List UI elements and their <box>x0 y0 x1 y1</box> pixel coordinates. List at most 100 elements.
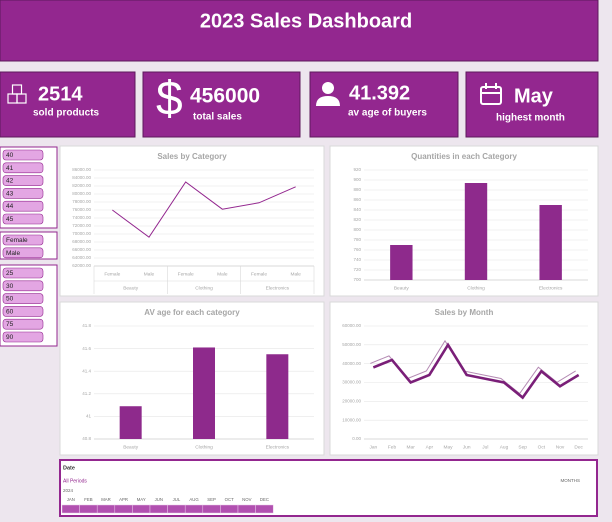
slicer-button[interactable] <box>2 188 44 199</box>
timeline-month: JUL <box>173 497 181 502</box>
title-bar <box>0 0 599 62</box>
chart-title: Quantities in each Category <box>411 152 517 161</box>
timeline-month: MAR <box>101 497 111 502</box>
slicer-button[interactable] <box>2 331 44 343</box>
slicer-button[interactable] <box>2 247 44 259</box>
slicer-label: 60 <box>6 308 14 315</box>
timeline-segment[interactable] <box>237 504 256 514</box>
timeline-year: 2024 <box>63 488 74 493</box>
slicer-button[interactable] <box>2 162 44 174</box>
timeline-segment[interactable] <box>202 504 221 514</box>
x-tick-label: May <box>443 444 453 450</box>
timeline-month: MAY <box>137 497 146 502</box>
slicer-label: 40 <box>6 152 14 159</box>
slicer-button[interactable] <box>2 234 44 246</box>
bar <box>119 406 142 439</box>
kpi-label: sold products <box>33 108 100 119</box>
timeline-segment[interactable] <box>167 504 186 514</box>
line <box>372 342 580 400</box>
y-tick-label: 900 <box>353 177 361 182</box>
y-tick-label: 820 <box>353 217 361 222</box>
slicer-label: 75 <box>6 321 14 328</box>
y-tick-label: 700 <box>353 277 361 282</box>
kpi-value: 456000 <box>190 85 260 108</box>
timeline-segment[interactable] <box>220 504 239 514</box>
y-tick-label: 50000.00 <box>342 342 361 347</box>
slicer-label: 42 <box>6 178 14 185</box>
timeline-segment[interactable] <box>96 504 116 514</box>
x-tick-label: Sep <box>518 444 527 450</box>
kpi-card <box>0 71 136 138</box>
x-tick-label: Oct <box>538 444 546 450</box>
slicer-label: 45 <box>6 216 14 223</box>
x-tick-label: Feb <box>388 444 397 450</box>
y-tick-label: 0.00 <box>352 436 361 441</box>
slicer-button[interactable] <box>2 267 44 279</box>
slicer-button[interactable] <box>2 213 44 225</box>
timeline-segment[interactable] <box>149 504 168 514</box>
slicer-label: 50 <box>6 296 14 303</box>
chart-title: Sales by Month <box>435 308 494 317</box>
timeline-segment[interactable] <box>132 504 151 514</box>
slicer-button[interactable] <box>2 200 44 212</box>
y-tick-label: 20000.00 <box>342 399 361 404</box>
y-tick-label: 760 <box>353 247 361 252</box>
y-tick-label: 880 <box>353 187 361 192</box>
y-tick-label: 62000.00 <box>72 263 91 268</box>
x-tick-label: Female <box>178 271 194 277</box>
timeline-segment[interactable] <box>255 504 274 514</box>
x-tick-label: Aug <box>500 444 509 450</box>
y-tick-label: 84000.00 <box>72 175 91 180</box>
timeline-month: JAN <box>67 497 75 502</box>
y-tick-label: 41.4 <box>82 368 91 373</box>
timeline-month: SEP <box>207 497 216 502</box>
y-tick-label: 860 <box>353 197 361 202</box>
y-tick-label: 840 <box>353 207 361 212</box>
timeline-month: DEC <box>260 497 269 502</box>
slicer-button[interactable] <box>2 293 44 304</box>
x-tick-label: Female <box>104 271 120 277</box>
slicer-button[interactable] <box>2 175 44 186</box>
timeline-segment[interactable] <box>114 504 133 514</box>
charts: Sales by Category 62000.00 64000.00 66000.0… <box>59 145 599 456</box>
kpi-symbol: $ <box>156 73 183 126</box>
timeline-unit[interactable]: MONTHS <box>561 478 581 483</box>
y-tick-label: 74000.00 <box>72 215 91 220</box>
chart-panel <box>59 145 325 297</box>
kpi-cards: 2514 sold products $ 456000 total sales … <box>0 71 599 138</box>
x-tick-label: Jul <box>482 444 488 450</box>
x-group-label: Clothing <box>195 285 213 291</box>
x-tick-label: Dec <box>574 444 583 450</box>
x-tick-label: Electronics <box>266 444 290 450</box>
y-tick-label: 30000.00 <box>342 380 361 385</box>
y-tick-label: 720 <box>353 267 361 272</box>
timeline-month: JUN <box>155 497 163 502</box>
y-tick-label: 41.6 <box>82 346 91 351</box>
y-tick-label: 41.2 <box>82 391 91 396</box>
x-tick-label: Male <box>290 271 301 277</box>
slicers: 40 41 42 43 44 45 Female Male 25 30 50 60 75 90 <box>0 146 58 347</box>
slicer-button[interactable] <box>2 149 44 161</box>
chart-title: AV age for each category <box>144 308 240 317</box>
y-tick-label: 80000.00 <box>72 191 91 196</box>
bar <box>539 205 562 280</box>
slicer-button[interactable] <box>2 306 44 317</box>
boxes-icon <box>7 84 27 104</box>
x-tick-label: Apr <box>426 444 434 450</box>
slicer-button[interactable] <box>2 280 44 292</box>
x-tick-label: Clothing <box>195 444 213 450</box>
timeline-month: APR <box>119 497 128 502</box>
timeline-month: OCT <box>225 497 234 502</box>
timeline-segment[interactable] <box>184 504 204 514</box>
kpi-label: highest month <box>496 113 565 124</box>
y-tick-label: 66000.00 <box>72 247 91 252</box>
x-tick-label: Clothing <box>467 285 485 291</box>
chart-title: Sales by Category <box>157 152 227 161</box>
x-tick-label: Jan <box>369 444 377 450</box>
timeline-segment[interactable] <box>61 504 80 514</box>
timeline-segment[interactable] <box>79 504 98 514</box>
slicer-button[interactable] <box>2 318 44 330</box>
x-tick-label: Male <box>217 271 228 277</box>
y-tick-label: 68000.00 <box>72 239 91 244</box>
